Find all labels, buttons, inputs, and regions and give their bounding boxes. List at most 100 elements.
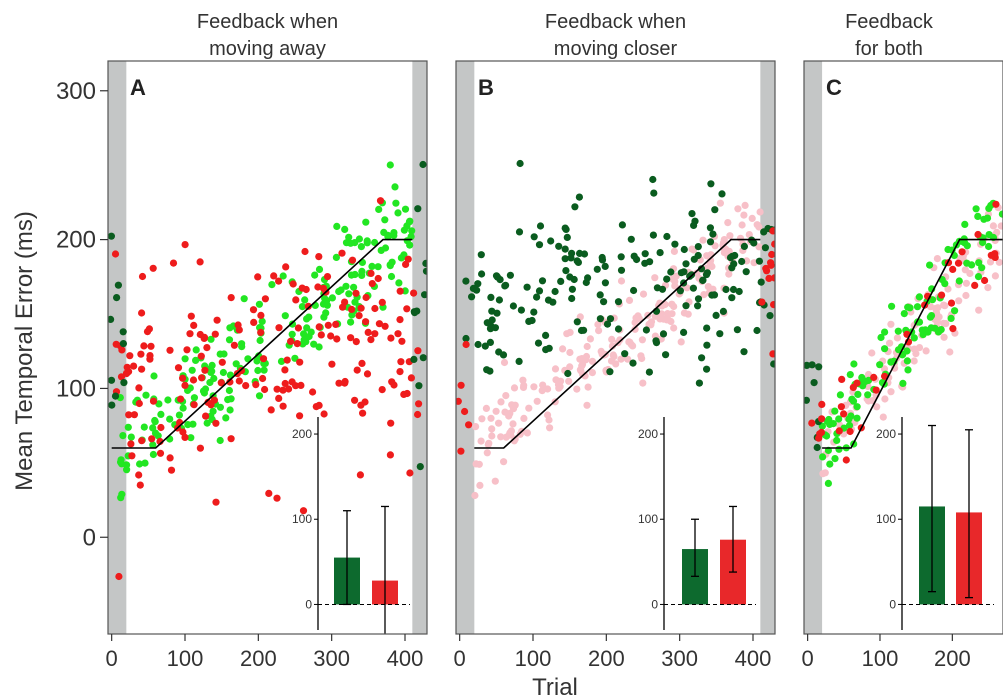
data-point [267,406,275,414]
data-point [762,264,770,273]
data-point [838,375,846,383]
data-point [155,400,163,408]
data-point [198,374,206,382]
data-point [190,394,198,402]
plot-area [108,61,427,634]
data-point [561,245,569,253]
data-point [582,278,590,287]
data-point [283,356,291,364]
data-point [511,401,519,409]
data-point [523,429,532,437]
data-point [594,320,602,329]
data-point [510,384,519,392]
data-point [864,376,873,384]
data-point [328,294,336,302]
data-point [472,423,480,431]
data-point [401,205,410,213]
data-point [753,221,761,229]
data-point [347,239,355,247]
data-point [815,363,823,371]
data-point [123,461,131,469]
data-point [530,308,538,316]
panel-title-line: moving closer [554,38,678,60]
data-point [315,343,323,351]
data-point [347,334,355,342]
data-point [753,326,761,335]
data-point [456,397,462,405]
data-point [694,302,702,310]
data-point [167,466,176,474]
data-point [711,206,719,214]
data-point [491,477,499,485]
data-point [573,318,581,326]
data-point [568,285,577,293]
data-point [551,287,559,296]
data-point [495,419,503,427]
data-point [568,294,576,303]
data-point [256,336,264,345]
data-point [500,458,508,466]
data-point [571,203,579,211]
data-point [671,240,679,248]
data-point [561,224,569,232]
data-point [285,385,293,393]
data-point [497,398,505,406]
data-point [371,330,379,338]
data-point [523,283,531,291]
data-point [682,302,690,310]
data-point [617,253,625,261]
data-point [515,357,523,365]
data-point [961,220,969,228]
data-point [617,355,625,363]
data-point [396,287,404,295]
data-point [376,197,385,205]
data-point [374,274,382,283]
data-point [474,280,482,288]
data-point [835,445,843,453]
data-point [501,408,509,416]
data-point [680,328,688,336]
data-point [808,361,816,369]
data-point [881,395,889,403]
data-point [768,250,775,259]
x-tick-label: 200 [934,646,971,671]
shaded-region [412,61,427,634]
data-point [981,276,989,285]
data-point [564,369,572,378]
data-point [378,298,386,306]
data-point [190,321,198,329]
data-point [659,330,668,338]
data-point [126,352,134,360]
data-point [748,214,756,222]
data-point [212,419,220,427]
data-point [108,376,116,384]
data-point [216,436,224,445]
data-point [725,270,733,278]
data-point [833,436,841,444]
data-point [487,414,495,422]
data-point [667,268,675,276]
data-point [296,358,304,366]
data-point [338,249,346,257]
data-point [672,272,680,280]
data-point [975,306,983,314]
y-axis-label: Mean Temporal Error (ms) [11,211,38,491]
panel-A: 0 100 200 A Feedback when moving away 0 100 200 3… [106,11,428,671]
data-point [477,251,485,259]
data-point [485,439,493,447]
data-point [414,347,422,355]
data-point [407,374,415,382]
schedule-line [111,238,413,449]
data-point [938,291,946,299]
data-point [403,305,411,313]
data-point [565,377,573,385]
data-point [695,379,704,387]
data-point [408,227,416,235]
data-point [961,239,969,247]
data-point [217,379,225,387]
data-point [136,481,144,489]
x-tick-label: 0 [106,646,118,671]
x-tick-label: 200 [240,646,277,671]
data-point [733,326,742,334]
data-point [309,388,317,396]
